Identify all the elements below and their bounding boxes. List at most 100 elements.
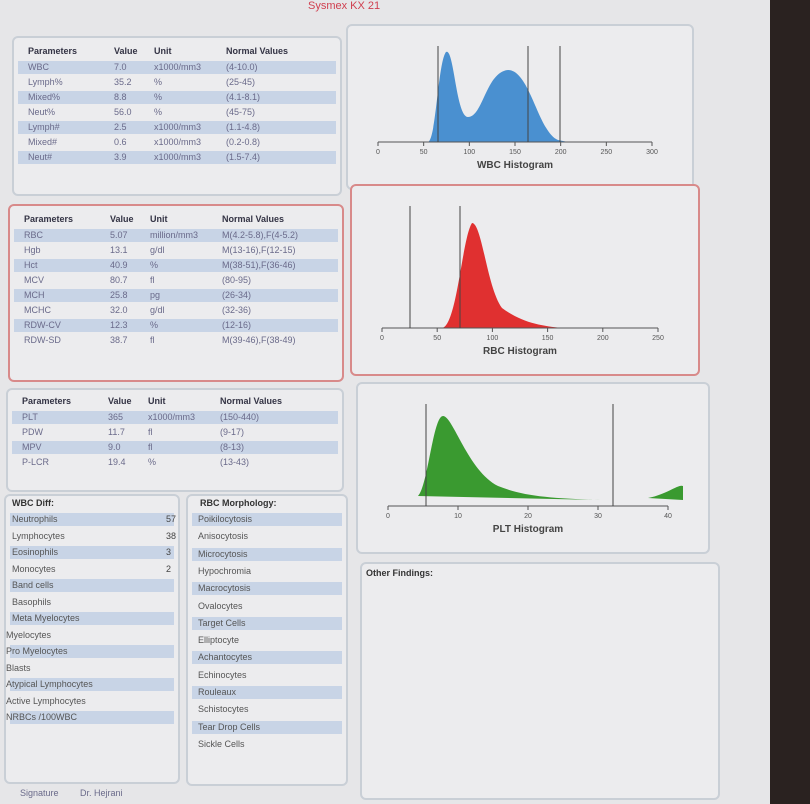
column-header: Unit: [150, 214, 168, 224]
table-cell: Neut%: [28, 107, 56, 117]
table-cell: MCV: [24, 275, 44, 285]
other-findings-title: Other Findings:: [366, 568, 433, 578]
histogram: 0 50 100 150 200 250 300 WBC Histogram: [376, 46, 658, 171]
diff-label: Basophils: [12, 596, 52, 607]
table-cell: 13.1: [110, 245, 128, 255]
table-cell: RDW-CV: [24, 320, 61, 330]
tick-label: 50: [433, 335, 441, 342]
table-cell: (0.2-0.8): [226, 137, 261, 147]
row-stripe: [192, 547, 342, 561]
table-cell: fl: [150, 335, 155, 345]
morphology-item: Target Cells: [198, 617, 246, 628]
morphology-item: Poikilocytosis: [198, 514, 253, 524]
diff-label: NRBCs /100WBC: [6, 712, 78, 722]
morphology-item: Achantocytes: [198, 652, 253, 663]
row-stripe: [10, 579, 174, 592]
histogram-title: WBC Histogram: [477, 160, 553, 171]
table-cell: (8-13): [220, 442, 245, 452]
row-stripe: [10, 645, 174, 658]
wbc-panel: Parameters Value Unit Normal Values WBC 7.0 x1…: [12, 36, 342, 196]
table-cell: 7.0: [114, 62, 127, 72]
histogram-curve: [418, 416, 683, 500]
histogram-title: RBC Histogram: [483, 346, 557, 357]
tick-label: 30: [594, 513, 602, 520]
morphology-item: Elliptocyte: [198, 635, 240, 646]
tick-label: 10: [454, 513, 462, 520]
tick-label: 200: [597, 335, 609, 342]
table-cell: Hct: [24, 260, 38, 270]
table-cell: PDW: [22, 427, 43, 437]
row-stripe: [192, 513, 342, 526]
table-cell: RDW-SD: [24, 335, 61, 345]
plt-panel: Parameters Value Unit Normal Values PLT 365 x1…: [6, 388, 344, 492]
table-cell: fl: [148, 427, 153, 437]
column-header: Parameters: [22, 396, 72, 406]
morphology-item: Microcytosis: [198, 548, 248, 559]
table-cell: (25-45): [226, 77, 256, 87]
histogram-title: PLT Histogram: [493, 524, 563, 535]
table-cell: (12-16): [222, 320, 252, 330]
row-stripe: [14, 259, 338, 272]
row-stripe: [10, 711, 174, 724]
row-stripe: [10, 546, 174, 559]
table-cell: (45-75): [226, 107, 256, 117]
table-cell: 12.3: [110, 320, 128, 330]
table-cell: (80-95): [222, 275, 252, 285]
row-stripe: [10, 678, 174, 691]
table-cell: Lymph%: [28, 77, 63, 87]
report-paper: Sysmex KX 21 Parameters Value Unit Normal V…: [0, 0, 770, 804]
morphology-item: Schistocytes: [198, 704, 249, 715]
tick-label: 300: [646, 149, 658, 156]
table-cell: 35.2: [114, 77, 132, 87]
table-cell: M(4.2-5.8),F(4-5.2): [222, 230, 299, 240]
table-cell: x1000/mm3: [154, 62, 202, 72]
table-cell: (1.5-7.4): [226, 152, 261, 162]
histogram-curve: [428, 51, 568, 142]
table-cell: x1000/mm3: [154, 122, 202, 132]
morphology-item: Echinocytes: [198, 669, 247, 680]
table-cell: 80.7: [110, 275, 128, 285]
row-stripe: [192, 582, 342, 596]
table-cell: MCH: [24, 290, 45, 300]
wbc-histogram-panel: 0 50 100 150 200 250 300 WBC Histogram: [346, 24, 694, 190]
row-stripe: [10, 513, 174, 526]
row-stripe: [18, 61, 336, 74]
diff-label: Band cells: [12, 580, 54, 590]
column-header: Parameters: [24, 214, 74, 224]
other-findings-panel: Other Findings:: [360, 562, 720, 800]
table-cell: %: [150, 320, 159, 330]
column-header: Unit: [154, 46, 172, 56]
row-stripe: [14, 289, 338, 302]
table-cell: P-LCR: [22, 457, 50, 467]
diff-label: Lymphocytes: [12, 530, 65, 541]
wbc-diff-title: WBC Diff:: [12, 498, 54, 508]
rbc-panel: Parameters Value Unit Normal Values RBC 5.07 m…: [8, 204, 344, 382]
tick-label: 100: [463, 149, 475, 156]
column-header: Normal Values: [222, 214, 285, 224]
tick-label: 150: [542, 335, 554, 342]
morphology-item: Sickle Cells: [198, 738, 245, 749]
tick-label: 50: [420, 149, 428, 156]
table-cell: 365: [108, 412, 124, 422]
column-header: Value: [108, 396, 132, 406]
diff-label: Pro Myelocytes: [6, 646, 68, 656]
table-cell: %: [150, 260, 159, 270]
table-cell: %: [154, 107, 163, 117]
table-cell: (150-440): [220, 412, 260, 422]
histogram: 0 10 20 30 40 PLT Histogram: [386, 404, 683, 535]
row-stripe: [192, 720, 342, 734]
table-cell: 56.0: [114, 107, 132, 117]
row-stripe: [192, 651, 342, 665]
diff-value: 57: [166, 514, 177, 524]
table-cell: %: [148, 457, 157, 467]
column-header: Normal Values: [226, 46, 289, 56]
tick-label: 0: [386, 513, 390, 520]
tick-label: 150: [509, 149, 521, 156]
table-cell: 40.9: [110, 260, 128, 270]
tick-label: 0: [380, 335, 384, 342]
table-cell: %: [154, 77, 163, 87]
table-cell: fl: [148, 442, 153, 452]
table-cell: x1000/mm3: [148, 412, 196, 422]
diff-value: 38: [166, 530, 177, 541]
table-cell: Neut#: [28, 152, 53, 162]
